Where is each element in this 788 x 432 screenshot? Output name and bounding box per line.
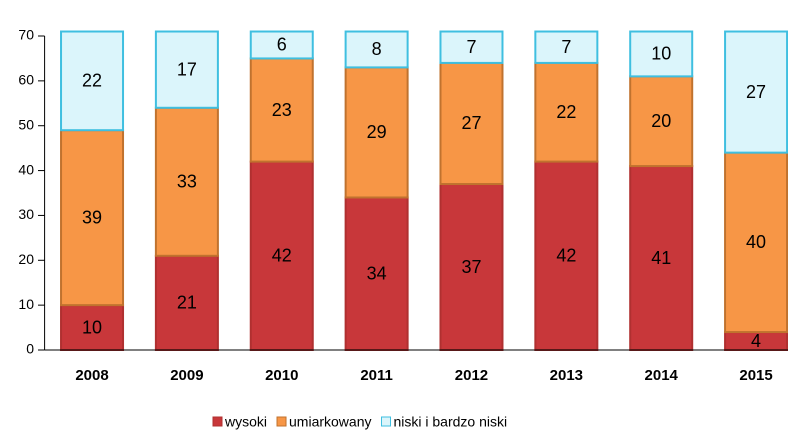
data-label: 27 bbox=[746, 82, 766, 102]
data-label: 41 bbox=[651, 248, 671, 268]
y-tick-label: 0 bbox=[26, 341, 34, 357]
x-tick-label: 2012 bbox=[455, 367, 488, 384]
data-label: 4 bbox=[751, 331, 761, 351]
legend-swatch bbox=[276, 416, 287, 427]
bar-segment bbox=[724, 30, 788, 154]
bar-segment bbox=[534, 61, 599, 163]
data-label: 37 bbox=[461, 257, 481, 277]
y-tick-label: 70 bbox=[18, 27, 34, 43]
data-label: 10 bbox=[82, 317, 102, 337]
data-label: 23 bbox=[272, 100, 292, 120]
legend-swatch bbox=[212, 416, 223, 427]
data-label: 34 bbox=[367, 263, 387, 283]
data-label: 42 bbox=[272, 246, 292, 266]
x-tick-label: 2011 bbox=[360, 367, 393, 384]
y-tick-label: 30 bbox=[18, 206, 34, 222]
bar-segment bbox=[629, 165, 694, 351]
bar-segment bbox=[60, 129, 125, 307]
data-label: 7 bbox=[561, 37, 571, 57]
data-label: 22 bbox=[556, 102, 576, 122]
data-label: 21 bbox=[177, 293, 197, 313]
x-tick-label: 2013 bbox=[550, 367, 583, 384]
data-label: 7 bbox=[466, 37, 476, 57]
data-label: 22 bbox=[82, 71, 102, 91]
data-label: 17 bbox=[177, 59, 197, 79]
legend-label: wysoki bbox=[224, 414, 267, 430]
bar-segment bbox=[60, 30, 125, 132]
bar-segment bbox=[439, 61, 504, 186]
y-tick-label: 60 bbox=[18, 72, 34, 88]
data-label: 29 bbox=[367, 122, 387, 142]
data-label: 10 bbox=[651, 44, 671, 64]
data-label: 6 bbox=[277, 35, 287, 55]
x-tick-label: 2009 bbox=[170, 367, 203, 384]
data-label: 39 bbox=[82, 207, 102, 227]
bar-segment bbox=[724, 151, 788, 334]
bar-segment bbox=[534, 30, 599, 64]
data-label: 42 bbox=[556, 246, 576, 266]
data-label: 33 bbox=[177, 172, 197, 192]
bar-segment bbox=[439, 30, 504, 64]
data-label: 20 bbox=[651, 111, 671, 131]
x-tick-label: 2014 bbox=[645, 367, 679, 384]
y-tick-label: 20 bbox=[18, 251, 34, 267]
x-tick-label: 2008 bbox=[75, 367, 108, 384]
legend-label: niski i bardzo niski bbox=[394, 414, 508, 430]
x-tick-label: 2015 bbox=[739, 367, 772, 384]
x-tick-label: 2010 bbox=[265, 367, 298, 384]
legend-label: umiarkowany bbox=[289, 414, 371, 430]
legend-swatch bbox=[381, 416, 391, 427]
bar-segment bbox=[344, 30, 409, 69]
y-tick-label: 40 bbox=[18, 161, 34, 177]
bar-segment bbox=[154, 30, 219, 109]
bar-segment bbox=[249, 30, 314, 60]
bar-segment bbox=[629, 75, 694, 168]
bar-segment bbox=[534, 160, 599, 351]
bar-segment bbox=[629, 30, 694, 78]
data-label: 40 bbox=[746, 232, 766, 252]
y-tick-label: 10 bbox=[18, 296, 34, 312]
bar-segment bbox=[249, 57, 314, 163]
y-tick-label: 50 bbox=[18, 116, 34, 132]
data-label: 8 bbox=[372, 39, 382, 59]
data-label: 27 bbox=[461, 113, 481, 133]
